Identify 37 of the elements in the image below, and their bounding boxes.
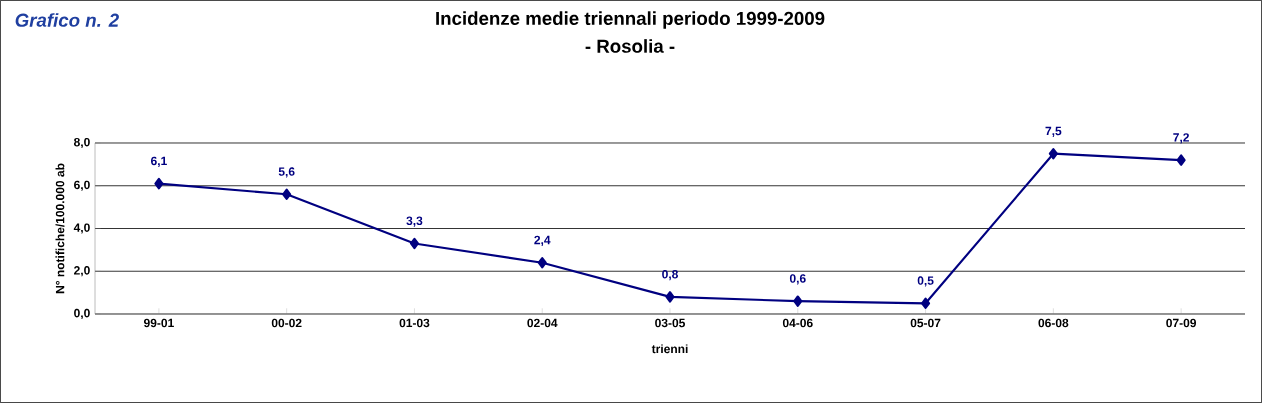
x-tick-label: 07-09	[1166, 318, 1197, 328]
point	[793, 295, 803, 307]
data-label: 6,1	[150, 156, 167, 167]
point	[154, 177, 164, 190]
y-tick-label: 4,0	[73, 223, 90, 234]
data-label: 5,6	[278, 167, 295, 178]
x-axis-title: trienni	[651, 344, 688, 354]
x-tick-label: 00-02	[271, 318, 302, 328]
point	[921, 297, 931, 310]
x-tick-label: 02-04	[527, 318, 558, 328]
chart-subtitle: - Rosolia -	[585, 39, 675, 53]
x-tick-label: 99-01	[143, 318, 174, 328]
y-tick-label: 8,0	[73, 137, 90, 149]
x-tick-label: 05-07	[910, 318, 941, 328]
text: Grafico n. 2	[15, 13, 119, 27]
y-tick-label: 0,0	[74, 308, 90, 320]
point	[537, 256, 547, 269]
x-tick-label: 03-05	[655, 318, 686, 328]
data-label: 2,4	[534, 235, 551, 246]
data-label: 0,8	[662, 269, 678, 281]
point	[1176, 154, 1186, 166]
y-tick-label: 6,0	[74, 180, 90, 191]
data-label: 3,3	[406, 216, 423, 227]
x-tick-label: 04-06	[782, 318, 813, 328]
x-tick-label: 06-08	[1038, 318, 1069, 328]
point	[665, 291, 675, 303]
point	[1048, 147, 1058, 160]
chart-title: Incidenze medie triennali periodo 1999-2009	[436, 11, 825, 29]
data-label: 0,6	[789, 274, 806, 285]
y-tick-label: 2,0	[74, 266, 90, 277]
data-label: 7,2	[1173, 133, 1189, 144]
y-axis-title: N° notifiche/100.000 ab	[55, 163, 65, 294]
point	[282, 188, 292, 201]
point	[409, 237, 420, 250]
data-label: 7,5	[1045, 126, 1062, 137]
data-label: 0,5	[917, 276, 934, 287]
x-tick-label: 01-03	[399, 318, 430, 328]
